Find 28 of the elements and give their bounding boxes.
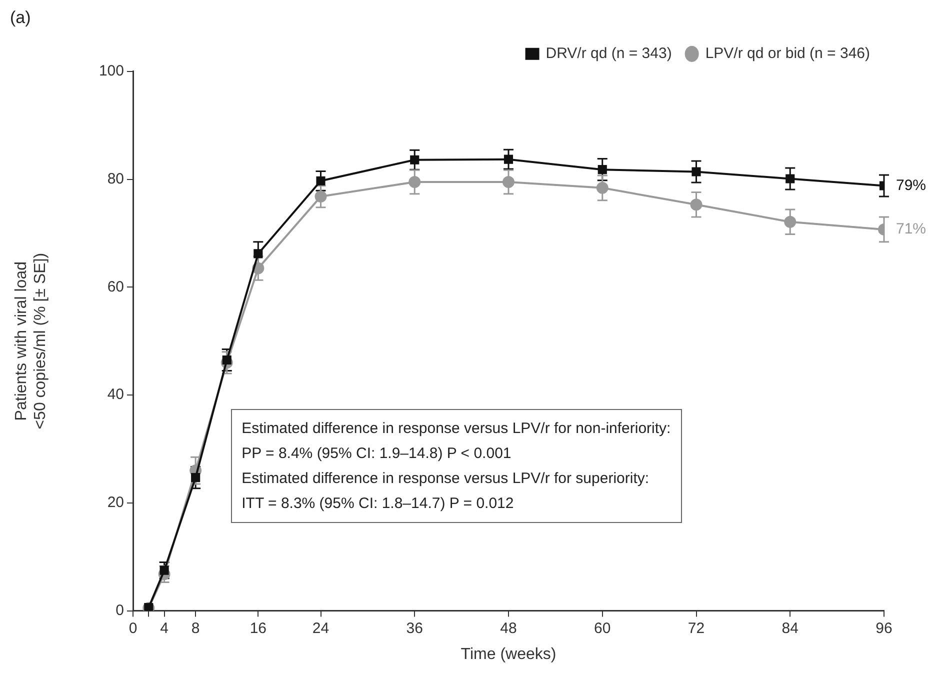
x-tick-label: 36 <box>406 620 423 637</box>
chart-title: (a) <box>10 8 31 27</box>
x-tick-label: 72 <box>688 620 705 637</box>
annotation: 79% <box>896 176 926 194</box>
y-tick-label: 100 <box>98 62 124 80</box>
annotation: Estimated difference in response versus LPV/r for non-inferiority: <box>242 418 671 439</box>
y-tick-label: 80 <box>107 170 124 188</box>
x-tick-label: 96 <box>876 620 892 637</box>
x-tick-label: 60 <box>594 620 611 637</box>
x-tick-label: 84 <box>782 620 798 637</box>
annotation: PP = 8.4% (95% CI: 1.9–14.8) P < 0.001 <box>242 444 512 464</box>
annotation: 71% <box>896 220 926 238</box>
annotation: ITT = 8.3% (95% CI: 1.8–14.7) P = 0.012 <box>242 494 515 514</box>
y-tick-label: 60 <box>107 278 124 296</box>
x-tick-label: 48 <box>500 620 517 637</box>
x-tick-label: 4 <box>160 620 168 637</box>
x-tick-label: 16 <box>250 620 267 637</box>
x-tick-label: 24 <box>312 620 330 637</box>
y-axis-title: Patients with viral load <50 copies/ml (% [± SE]) <box>13 252 50 430</box>
x-axis-title: Time (weeks) <box>460 646 556 663</box>
y-tick-label: 20 <box>107 494 124 512</box>
legend-label: DRV/r qd (n = 343) <box>546 45 672 62</box>
x-tick-label: 0 <box>128 620 138 637</box>
annotation: Estimated difference in response versus LPV/r for superiority: <box>242 468 650 489</box>
legend-label: LPV/r qd or bid (n = 346) <box>705 45 870 62</box>
x-tick-label: 8 <box>191 620 200 637</box>
y-tick-label: 0 <box>116 602 124 619</box>
y-tick-label: 40 <box>107 386 124 404</box>
